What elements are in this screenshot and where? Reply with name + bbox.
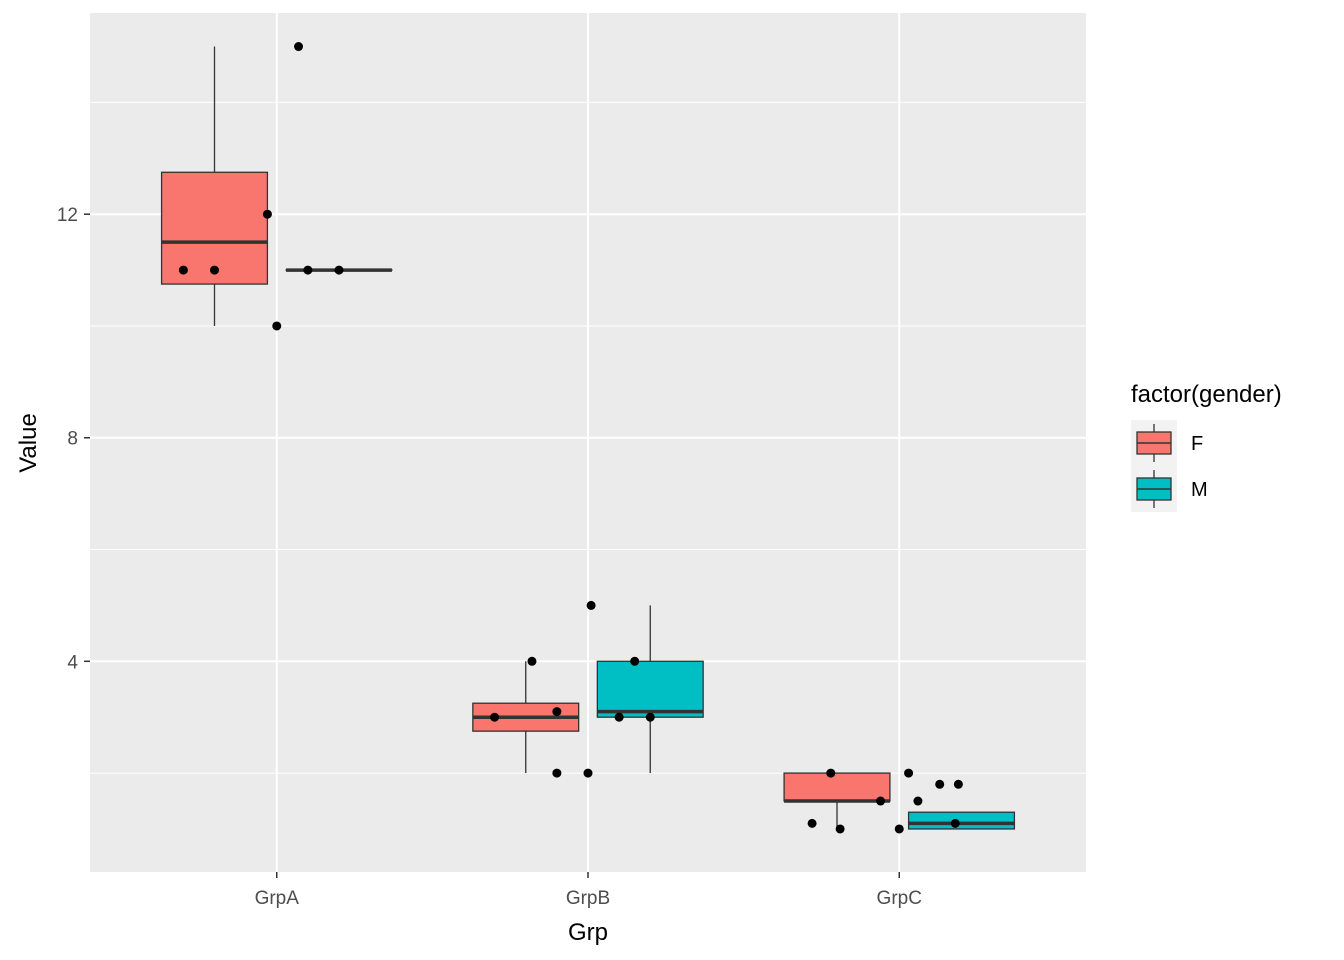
data-point-GrpB (586, 600, 596, 610)
x-tick-label: GrpC (877, 888, 922, 909)
data-point-GrpB (490, 712, 500, 722)
x-axis: GrpA GrpB GrpC (255, 872, 922, 909)
data-point-GrpA (210, 265, 219, 275)
data-point-GrpC (876, 796, 886, 806)
y-tick-label: 4 (67, 652, 78, 673)
box-M-GrpC (907, 811, 1016, 830)
data-point-GrpA (178, 265, 188, 275)
y-axis-title: Value (15, 413, 42, 473)
data-point-GrpB (552, 707, 562, 717)
y-axis: 4 8 12 (57, 205, 90, 673)
box-F-GrpA (160, 171, 269, 285)
box-F-GrpC (783, 772, 891, 802)
whiskers (213, 46, 838, 829)
data-point-GrpC (826, 768, 836, 778)
data-point-GrpA (294, 42, 304, 52)
data-point-GrpB (614, 712, 624, 722)
data-point-GrpC (913, 796, 923, 806)
data-point-GrpC (894, 824, 904, 834)
x-axis-title: Grp (568, 919, 608, 946)
grid-major (90, 13, 1086, 872)
data-point-GrpC (904, 768, 914, 778)
legend-label-F: F (1191, 433, 1203, 455)
data-point-GrpB (583, 768, 593, 778)
data-point-GrpB (645, 712, 655, 722)
legend-label-M: M (1191, 479, 1208, 501)
data-points (178, 42, 963, 834)
data-point-GrpA (272, 321, 282, 331)
data-point-GrpB (630, 656, 640, 666)
x-tick-label: GrpA (255, 888, 300, 909)
data-point-GrpB (552, 768, 562, 778)
data-point-GrpC (950, 818, 960, 828)
data-point-GrpC (835, 824, 845, 834)
data-point-GrpA (303, 265, 313, 275)
x-tick-label: GrpB (566, 888, 610, 909)
data-point-GrpB (527, 656, 537, 666)
box-M-GrpB (596, 660, 704, 718)
data-point-GrpC (935, 779, 945, 789)
data-point-GrpC (953, 779, 963, 789)
legend-title: factor(gender) (1131, 381, 1282, 408)
y-tick-label: 8 (67, 429, 78, 450)
data-point-GrpC (807, 818, 817, 828)
y-tick-label: 12 (57, 205, 78, 226)
data-point-GrpA (262, 209, 272, 219)
legend: factor(gender) F M (1131, 381, 1282, 512)
data-point-GrpA (334, 265, 344, 275)
